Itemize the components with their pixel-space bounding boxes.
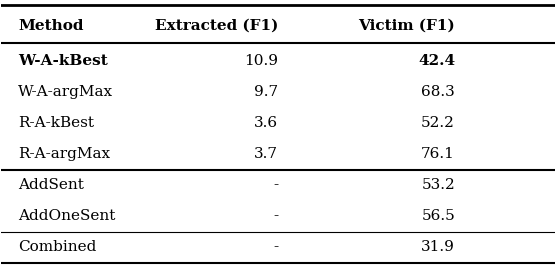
Text: Extracted (F1): Extracted (F1): [155, 18, 278, 33]
Text: 31.9: 31.9: [421, 240, 455, 254]
Text: -: -: [273, 209, 278, 223]
Text: -: -: [273, 178, 278, 192]
Text: Victim (F1): Victim (F1): [358, 18, 455, 33]
Text: R-A-kBest: R-A-kBest: [18, 116, 94, 130]
Text: 56.5: 56.5: [421, 209, 455, 223]
Text: 53.2: 53.2: [421, 178, 455, 192]
Text: AddOneSent: AddOneSent: [18, 209, 115, 223]
Text: W-A-kBest: W-A-kBest: [18, 54, 108, 68]
Text: 9.7: 9.7: [254, 85, 278, 99]
Text: Method: Method: [18, 18, 83, 33]
Text: 3.6: 3.6: [254, 116, 278, 130]
Text: 3.7: 3.7: [254, 147, 278, 161]
Text: 52.2: 52.2: [421, 116, 455, 130]
Text: R-A-argMax: R-A-argMax: [18, 147, 110, 161]
Text: 68.3: 68.3: [421, 85, 455, 99]
Text: 76.1: 76.1: [421, 147, 455, 161]
Text: 42.4: 42.4: [418, 54, 455, 68]
Text: -: -: [273, 240, 278, 254]
Text: W-A-argMax: W-A-argMax: [18, 85, 113, 99]
Text: 10.9: 10.9: [244, 54, 278, 68]
Text: AddSent: AddSent: [18, 178, 84, 192]
Text: Combined: Combined: [18, 240, 96, 254]
